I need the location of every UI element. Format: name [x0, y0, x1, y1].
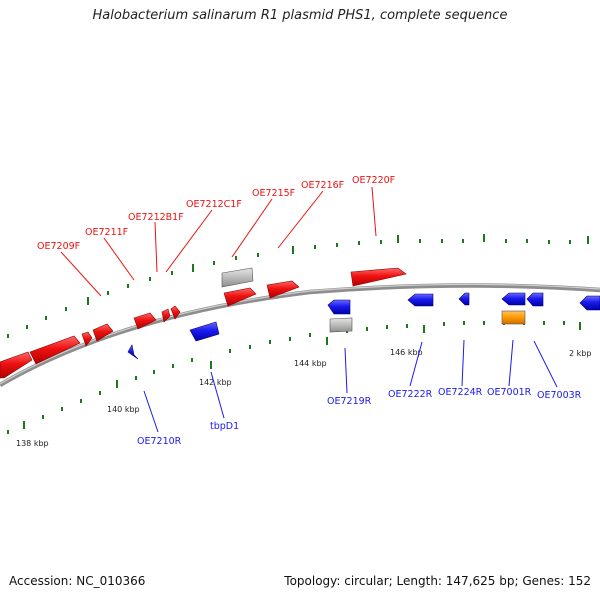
gene-arrow — [170, 305, 181, 320]
gene-arrow — [29, 335, 81, 365]
outer-tick-ring — [7, 234, 589, 338]
ruler-labels: 138 kbp 140 kbp 142 kbp 144 kbp 146 kbp … — [16, 348, 591, 448]
inner-tick-ring — [7, 321, 581, 434]
gene-arrow — [223, 287, 257, 307]
gene-arrow — [407, 293, 434, 307]
gene-arrow — [526, 292, 544, 307]
gene-label-OE7209F: OE7209F — [37, 241, 80, 252]
gene-arrow — [0, 351, 33, 379]
gene-arrow — [161, 308, 171, 323]
gene-arrow — [127, 344, 139, 360]
gene-arrow — [501, 292, 526, 306]
backbone-arc — [0, 283, 600, 387]
gene-label-OE7003R: OE7003R — [537, 390, 582, 401]
gene-label-OE7210R: OE7210R — [137, 436, 182, 447]
gene-label-OE7220F: OE7220F — [352, 175, 395, 186]
reverse-genes — [127, 292, 600, 360]
gene-label-OE7215F: OE7215F — [252, 188, 295, 199]
gene-label-OE7001R: OE7001R — [487, 387, 532, 398]
gene-arrow — [458, 292, 470, 306]
ruler-label-142kbp: 142 kbp — [199, 378, 232, 387]
gene-label-OE7222R: OE7222R — [388, 389, 433, 400]
gene-box — [501, 310, 526, 325]
gene-arrow — [579, 295, 600, 311]
backbone-highlight — [0, 283, 600, 385]
reverse-leaders — [143, 339, 558, 433]
gene-arrow — [350, 267, 407, 287]
forward-gene-labels: OE7209F OE7211F OE7212B1F OE7212C1F OE72… — [37, 175, 395, 252]
gene-box — [329, 317, 353, 333]
reverse-gene-labels: OE7210R tbpD1 OE7219R OE7222R OE7224R OE… — [137, 387, 582, 447]
forward-genes — [0, 267, 407, 379]
map-title: Halobacterium salinarum R1 plasmid PHS1,… — [92, 8, 508, 23]
gene-arrow — [327, 299, 351, 315]
gene-arrow — [92, 323, 114, 342]
ruler-label-146kbp: 146 kbp — [390, 348, 423, 357]
accession-label: Accession: NC_010366 — [9, 574, 146, 588]
gene-label-OE7212B1F: OE7212B1F — [128, 212, 184, 223]
gene-arrow — [81, 331, 93, 347]
gene-label-OE7224R: OE7224R — [438, 387, 483, 398]
gene-label-OE7212C1F: OE7212C1F — [186, 199, 242, 210]
gene-arrow — [133, 312, 157, 330]
ruler-label-140kbp: 140 kbp — [107, 405, 140, 414]
gene-box — [221, 267, 254, 288]
ruler-label-2kbp: 2 kbp — [569, 349, 591, 358]
gene-label-OE7211F: OE7211F — [85, 227, 128, 238]
gene-arrow — [266, 280, 300, 299]
topology-summary: Topology: circular; Length: 147,625 bp; … — [284, 574, 591, 588]
gene-label-OE7216F: OE7216F — [301, 180, 344, 191]
forward-leaders — [60, 186, 377, 297]
gene-label-OE7219R: OE7219R — [327, 396, 372, 407]
gene-arrow — [189, 321, 220, 342]
ruler-label-144kbp: 144 kbp — [294, 359, 327, 368]
other-features — [221, 267, 526, 333]
ruler-label-138kbp: 138 kbp — [16, 439, 49, 448]
gene-label-tbpD1: tbpD1 — [210, 421, 239, 432]
